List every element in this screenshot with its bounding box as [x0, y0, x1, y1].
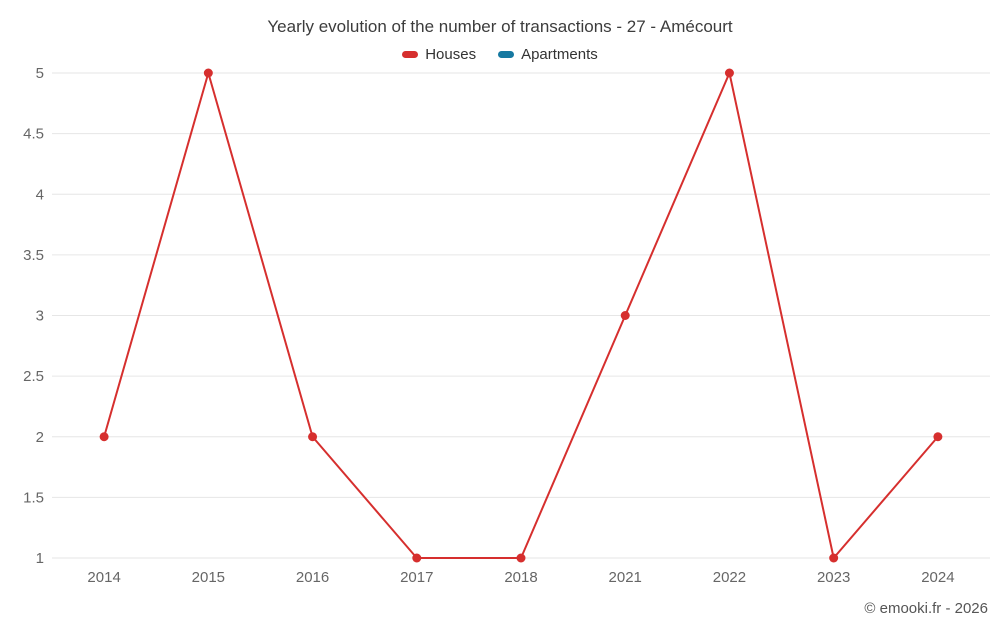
x-axis-tick-label: 2015: [192, 569, 225, 586]
data-point[interactable]: [829, 553, 839, 563]
x-axis-tick-label: 2021: [609, 569, 642, 586]
y-axis-tick-label: 5: [36, 65, 44, 82]
y-axis-tick-label: 1: [36, 550, 44, 567]
data-point[interactable]: [308, 432, 318, 442]
data-point[interactable]: [724, 68, 734, 78]
data-point[interactable]: [516, 553, 526, 563]
houses-legend-label: Houses: [425, 46, 477, 63]
y-axis-tick-label: 4: [36, 186, 44, 203]
apartments-legend-label: Apartments: [521, 46, 598, 63]
data-point[interactable]: [620, 311, 630, 320]
x-axis-tick-label: 2018: [504, 569, 537, 586]
data-point[interactable]: [99, 432, 109, 442]
y-axis-tick-label: 4.5: [23, 126, 44, 143]
legend-item-apartments[interactable]: Apartments: [498, 46, 598, 63]
x-axis-tick-label: 2023: [817, 569, 850, 586]
y-axis-tick-label: 2.5: [23, 368, 44, 385]
x-axis-tick-label: 2014: [87, 569, 120, 586]
legend-item-houses[interactable]: Houses: [402, 46, 476, 63]
x-axis-tick-label: 2016: [296, 569, 329, 586]
y-axis-tick-label: 2: [36, 429, 44, 446]
y-axis-tick-label: 1.5: [23, 489, 44, 506]
x-axis-tick-label: 2022: [713, 569, 746, 586]
x-axis-tick-label: 2017: [400, 569, 433, 586]
data-point[interactable]: [203, 68, 213, 78]
houses-legend-marker-icon: [402, 51, 419, 58]
chart-title: Yearly evolution of the number of transa…: [267, 17, 733, 36]
y-axis-tick-label: 3: [36, 308, 44, 325]
data-point[interactable]: [412, 553, 422, 563]
chart-legend: Houses Apartments: [0, 46, 1000, 63]
credit-text: © emooki.fr - 2026: [864, 600, 988, 617]
y-axis-tick-label: 3.5: [23, 247, 44, 264]
x-axis-tick-label: 2024: [921, 569, 954, 586]
apartments-legend-marker-icon: [498, 51, 515, 58]
data-point[interactable]: [933, 432, 943, 442]
